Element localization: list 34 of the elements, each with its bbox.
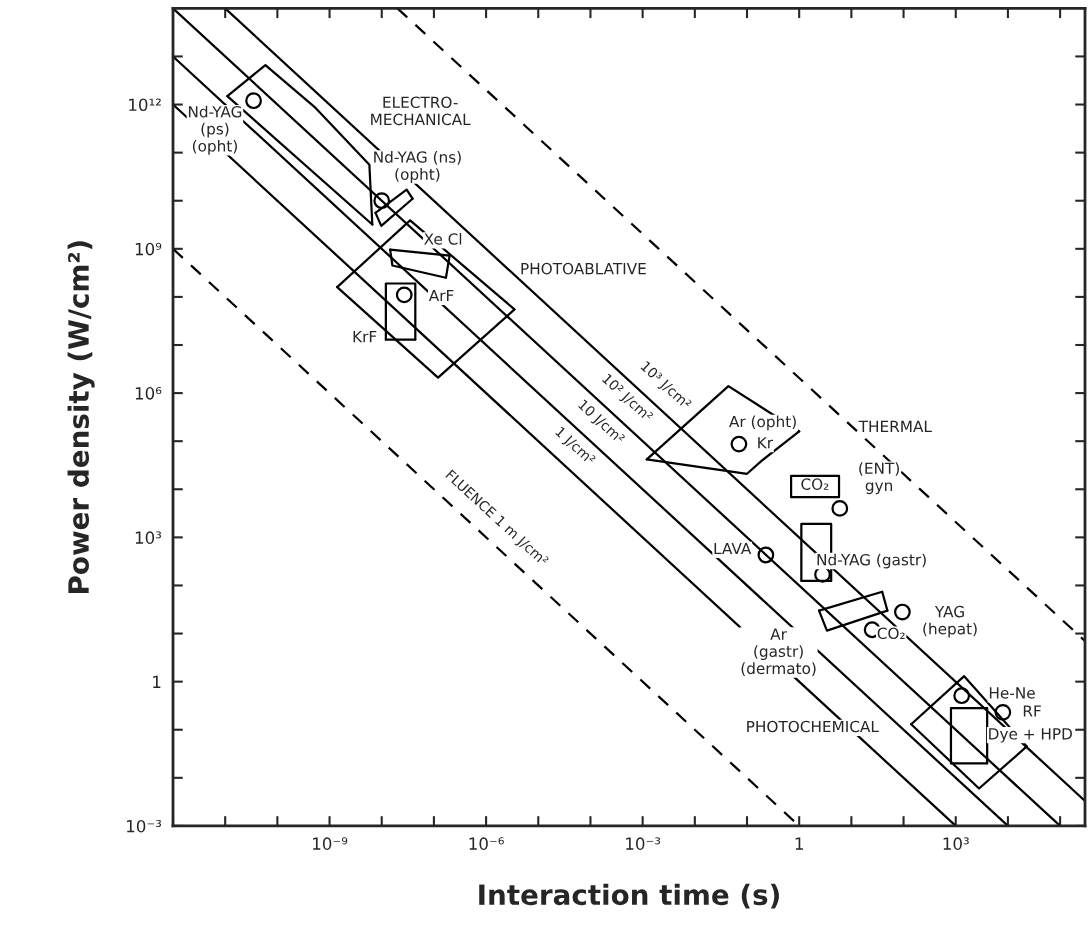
y-axis-title: Power density (W/cm²): [67, 241, 95, 593]
annotation: ArF: [428, 289, 454, 302]
x-tick-label: 10⁻⁶: [469, 837, 504, 850]
annotation: Xe Cl: [424, 232, 462, 245]
x-axis-title: Interaction time (s): [479, 883, 779, 909]
y-tick-label: 10⁶: [135, 387, 162, 400]
annotation: YAG (hepat): [923, 605, 977, 638]
annotation: Nd-YAG (gastr): [817, 553, 926, 569]
y-tick-label: 1: [153, 675, 161, 688]
annotation: KrF: [353, 331, 377, 343]
x-tick-label: 1: [795, 837, 803, 850]
annotation: Dye + HPD: [989, 728, 1072, 743]
annotation: PHOTOCHEMICAL: [747, 720, 879, 733]
x-tick-label: 10³: [943, 837, 969, 850]
annotation: CO₂: [801, 478, 829, 490]
annotation: Nd-YAG (ps) (opht): [188, 105, 242, 155]
y-tick-label: 10³: [135, 531, 162, 544]
y-tick-label: 10⁹: [135, 242, 162, 256]
annotation: ELECTRO- MECHANICAL: [371, 96, 471, 126]
annotation: THERMAL: [858, 420, 932, 432]
annotation: Ar (gastr) (dermato): [741, 628, 816, 676]
annotation: He-Ne: [989, 687, 1035, 699]
annotation: Kr: [758, 437, 774, 449]
x-tick-label: 10⁻⁹: [313, 837, 348, 850]
x-tick-label: 10⁻³: [626, 837, 661, 850]
annotation: RF: [1023, 705, 1041, 717]
annotation: Ar (opht): [729, 415, 796, 431]
annotation: Nd-YAG (ns) (opht): [374, 151, 461, 183]
y-tick-label: 10⁻³: [127, 819, 162, 833]
annotation: LAVA: [714, 542, 752, 555]
annotation: PHOTOABLATIVE: [521, 262, 646, 275]
annotation: CO₂: [877, 627, 905, 640]
y-tick-label: 10¹²: [129, 98, 161, 112]
annotation: (ENT) gyn: [859, 462, 899, 495]
